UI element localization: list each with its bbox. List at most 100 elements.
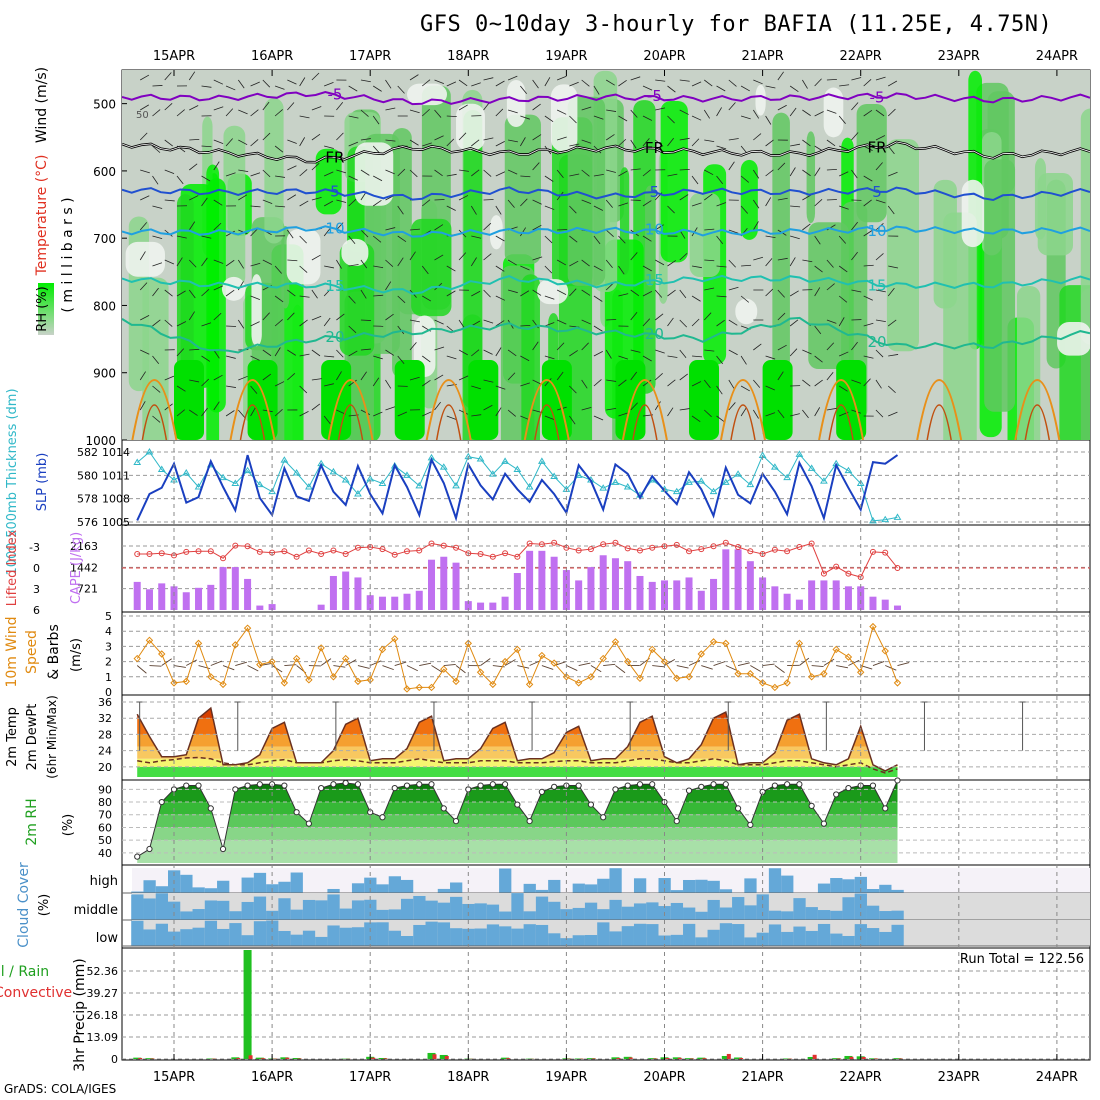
precip-convective-bar [260, 1058, 265, 1059]
lifted-index-point [612, 539, 619, 546]
wind-barb [630, 109, 638, 118]
wind-barb [372, 85, 382, 92]
lifted-index-point [391, 551, 398, 558]
ylabel-rh: RH (%) [35, 286, 50, 331]
wind-barb [434, 346, 445, 351]
wind-barb [409, 342, 417, 351]
wind-barb [728, 102, 736, 111]
wind-speed-point [292, 654, 301, 663]
cape-bar [207, 584, 215, 610]
wind-barb [299, 319, 308, 327]
freezing-level-inner [122, 141, 1090, 163]
cloud-cell [805, 907, 818, 920]
wind-barb [458, 169, 469, 172]
wind-speed-point [722, 639, 730, 648]
cape-bar [489, 602, 497, 610]
wind-barb [618, 355, 629, 360]
wind-speed-point [391, 635, 399, 643]
wind-barb [262, 373, 272, 381]
cloud-cell [511, 893, 524, 920]
wind-barb [875, 289, 886, 293]
wind-barb [152, 262, 163, 267]
wind-barb [348, 175, 358, 181]
rh-shade-cell [264, 98, 284, 244]
wind-barb [152, 109, 161, 117]
hot-contour-hump [1024, 404, 1051, 440]
wind-barb-10m [480, 658, 491, 666]
wind-barb [458, 104, 468, 111]
rh-point [845, 784, 852, 792]
cape-bar [624, 561, 632, 610]
wind-speed-point [844, 653, 853, 661]
cloud-cell [192, 887, 205, 893]
wind-barb-10m [370, 660, 382, 666]
wind-barb [556, 342, 565, 351]
lifted-index-point [502, 550, 509, 557]
wind-barb [458, 79, 468, 87]
wind-barb [262, 79, 271, 88]
precip-convective-bar [383, 1058, 388, 1059]
run-total-label: Run Total = 122.56 [960, 952, 1084, 967]
wind-barb [360, 409, 370, 415]
cloud-cell [400, 879, 414, 893]
wind-barb [311, 378, 322, 381]
wind-barb [458, 319, 465, 329]
precip-convective-bar [150, 1058, 155, 1059]
wind-barb [164, 375, 175, 381]
cloud-cell [597, 909, 610, 920]
wind-barb-10m [431, 665, 442, 673]
wind-barb [446, 205, 456, 211]
thickness-point [157, 465, 166, 472]
wind-barb [483, 169, 492, 177]
ylabel-2m-dewpt: 2m DewPt [25, 704, 40, 771]
wind-barb [851, 132, 859, 141]
thickness-point [255, 480, 264, 488]
rh-point [526, 817, 533, 825]
cloud-cell [290, 872, 303, 893]
rh-point [538, 788, 545, 795]
wind-barb [201, 85, 212, 88]
wind-barb [201, 407, 208, 417]
wind-barb [152, 145, 161, 153]
rh-point [551, 783, 558, 790]
wind-barb [201, 289, 210, 297]
thickness-point [709, 487, 718, 495]
cloud-cell [155, 893, 168, 920]
wind-barb [679, 373, 688, 381]
precip-convective-bar [628, 1057, 633, 1059]
lifted-index-point [489, 553, 496, 560]
wind-barb [838, 235, 847, 244]
rh-point [710, 781, 717, 788]
ytick-wind: 2 [105, 656, 112, 669]
precip-total-bar [783, 1058, 792, 1059]
lifted-index-point [281, 548, 288, 555]
wind-barb [213, 79, 224, 85]
contour-label: FR [645, 139, 664, 157]
precip-convective-bar [849, 1056, 854, 1059]
cloud-cell [793, 898, 806, 920]
ytick-wind: 0 [105, 686, 112, 699]
precip-total-bar [868, 1058, 877, 1059]
lifted-index-point [305, 547, 312, 554]
rh-point [869, 782, 877, 789]
thickness-point [378, 479, 387, 486]
wind-barb [508, 139, 518, 143]
wind-speed-point [550, 659, 558, 667]
wind-barb [483, 379, 494, 383]
cloud-cell [217, 900, 230, 920]
wind-barb [201, 175, 211, 182]
wind-barb [360, 371, 367, 381]
wind-barb [814, 265, 823, 273]
wind-barb [287, 349, 296, 356]
wind-barb [348, 85, 358, 92]
rh-shade-cell [619, 167, 630, 276]
cloud-cell [817, 910, 831, 920]
wind-barb [164, 72, 172, 81]
wind-barb [299, 200, 309, 207]
wind-barb [421, 199, 431, 207]
wind-barb [471, 414, 482, 417]
dry-shade-cell [354, 142, 394, 206]
contour-label-50: 50 [136, 110, 149, 121]
wind-barb [323, 415, 331, 425]
wind-barb [152, 287, 159, 297]
